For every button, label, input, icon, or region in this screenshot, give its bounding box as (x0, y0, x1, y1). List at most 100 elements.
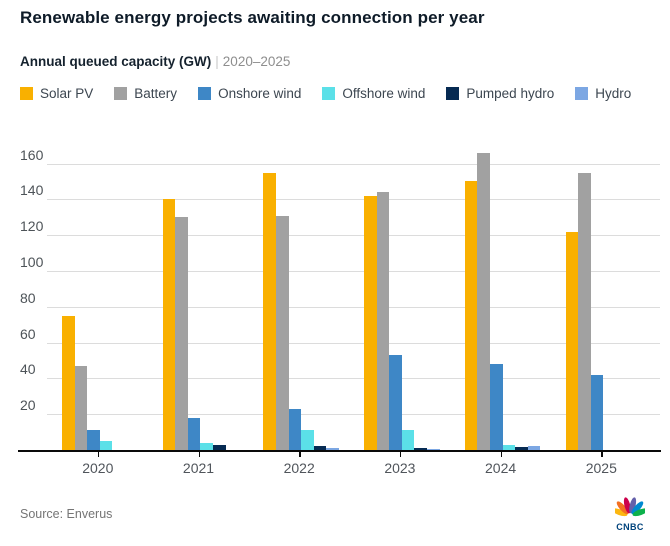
bar-battery-2024 (477, 153, 490, 450)
y-axis-label-80: 80 (20, 289, 36, 306)
x-tick-2020 (97, 452, 100, 457)
bar-offshore-wind-2022 (301, 430, 314, 450)
legend-label-solar-pv: Solar PV (40, 86, 94, 101)
y-axis-label-140: 140 (20, 182, 44, 199)
legend-item-offshore-wind: Offshore wind (322, 86, 425, 101)
gridline-20 (47, 414, 660, 416)
cnbc-wordmark: CNBC (616, 522, 644, 532)
bar-solar-pv-2024 (464, 181, 478, 450)
page-title: Renewable energy projects awaiting conne… (20, 8, 485, 27)
bar-battery-2023 (376, 192, 390, 450)
bar-pumped-hydro-2024 (515, 447, 528, 450)
source-attribution: Source: Enverus (20, 507, 113, 521)
bar-group-2021 (162, 140, 239, 450)
legend-swatch-battery (114, 87, 128, 100)
bar-group-2020 (62, 140, 138, 450)
x-axis-line (18, 450, 661, 452)
legend-label-pumped-hydro: Pumped hydro (466, 86, 555, 101)
gridline-120 (47, 235, 660, 237)
peacock-feather-4 (631, 501, 644, 515)
bar-onshore-wind-2020 (87, 430, 100, 450)
x-tick-2025 (601, 452, 603, 457)
bar-hydro-2023 (427, 449, 440, 450)
bar-solar-pv-2021 (162, 199, 176, 450)
legend-swatch-onshore-wind (198, 87, 212, 100)
bar-battery-2021 (175, 217, 188, 450)
legend-label-onshore-wind: Onshore wind (218, 86, 302, 101)
y-axis-label-40: 40 (20, 361, 36, 378)
bar-onshore-wind-2023 (389, 355, 402, 450)
bar-offshore-wind-2021 (200, 443, 214, 450)
bar-group-2023 (364, 140, 440, 450)
subtitle-units: Annual queued capacity (GW) (20, 54, 212, 69)
y-axis-label-20: 20 (20, 397, 36, 414)
x-axis-label-2023: 2023 (384, 460, 416, 476)
gridline-160 (47, 163, 660, 165)
gridline-80 (47, 306, 660, 308)
bar-offshore-wind-2020 (99, 441, 113, 450)
subtitle-separator: | (215, 54, 219, 69)
bar-battery-2022 (275, 216, 289, 450)
bar-solar-pv-2020 (62, 316, 75, 450)
bar-group-2024 (464, 140, 541, 450)
bar-onshore-wind-2024 (489, 364, 503, 450)
x-axis-label-2025: 2025 (585, 460, 617, 476)
bar-solar-pv-2022 (263, 173, 276, 450)
legend-item-onshore-wind: Onshore wind (198, 86, 301, 101)
bar-hydro-2024 (527, 446, 541, 450)
cnbc-peacock-icon (611, 497, 649, 517)
peacock-feather-0 (611, 508, 628, 517)
y-axis-label-160: 160 (20, 146, 44, 163)
bar-pumped-hydro-2022 (313, 446, 327, 450)
bar-offshore-wind-2023 (401, 430, 415, 450)
bar-pumped-hydro-2021 (213, 445, 226, 450)
bar-battery-2020 (74, 366, 88, 450)
gridline-40 (47, 378, 660, 380)
legend-item-hydro: Hydro (575, 86, 631, 101)
x-axis-label-2020: 2020 (82, 460, 114, 476)
legend-swatch-hydro (575, 87, 589, 100)
bar-onshore-wind-2021 (187, 418, 201, 450)
peacock-feather-5 (632, 508, 649, 517)
y-axis-label-120: 120 (20, 218, 44, 235)
bar-offshore-wind-2024 (502, 445, 516, 450)
peacock-feather-1 (616, 501, 629, 515)
gridline-140 (47, 199, 660, 201)
chart-subtitle: Annual queued capacity (GW) | 2020–2025 (20, 54, 290, 69)
x-tick-2022 (299, 452, 301, 457)
y-axis-label-100: 100 (20, 254, 44, 270)
bar-onshore-wind-2025 (590, 375, 604, 450)
legend-label-hydro: Hydro (595, 86, 632, 101)
bar-solar-pv-2023 (364, 196, 377, 450)
bar-solar-pv-2025 (565, 232, 579, 450)
legend-swatch-offshore-wind (322, 87, 336, 100)
peacock-feather-2 (623, 497, 631, 514)
legend-swatch-solar-pv (20, 87, 33, 100)
cnbc-logo: CNBC (611, 496, 649, 532)
gridline-60 (47, 342, 660, 344)
bar-battery-2025 (578, 173, 591, 450)
x-axis-label-2022: 2022 (283, 460, 315, 476)
legend-item-pumped-hydro: Pumped hydro (446, 86, 554, 101)
legend-label-battery: Battery (134, 86, 178, 101)
chart-legend: Solar PV Battery Onshore wind Offshore wind… (20, 86, 631, 101)
x-tick-2024 (500, 452, 503, 457)
bar-group-2025 (565, 140, 642, 450)
bar-group-2022 (263, 140, 339, 450)
bar-pumped-hydro-2023 (414, 448, 428, 450)
x-axis-label-2024: 2024 (485, 460, 517, 476)
plot-area: 20 40 60 80 100 120 140 160 2020 2021 2022 2023 2024… (0, 140, 670, 485)
y-axis-label-60: 60 (20, 325, 36, 342)
x-tick-2023 (399, 452, 402, 457)
x-axis-label-2021: 2021 (182, 460, 215, 476)
legend-swatch-pumped-hydro (446, 87, 460, 100)
legend-item-solar-pv: Solar PV (20, 86, 93, 101)
legend-item-battery: Battery (114, 86, 177, 101)
bar-onshore-wind-2022 (288, 409, 302, 450)
gridline-100 (47, 271, 660, 272)
peacock-feather-3 (629, 497, 637, 514)
subtitle-range: 2020–2025 (222, 54, 291, 69)
x-tick-2021 (198, 452, 200, 457)
legend-label-offshore-wind: Offshore wind (342, 86, 426, 101)
